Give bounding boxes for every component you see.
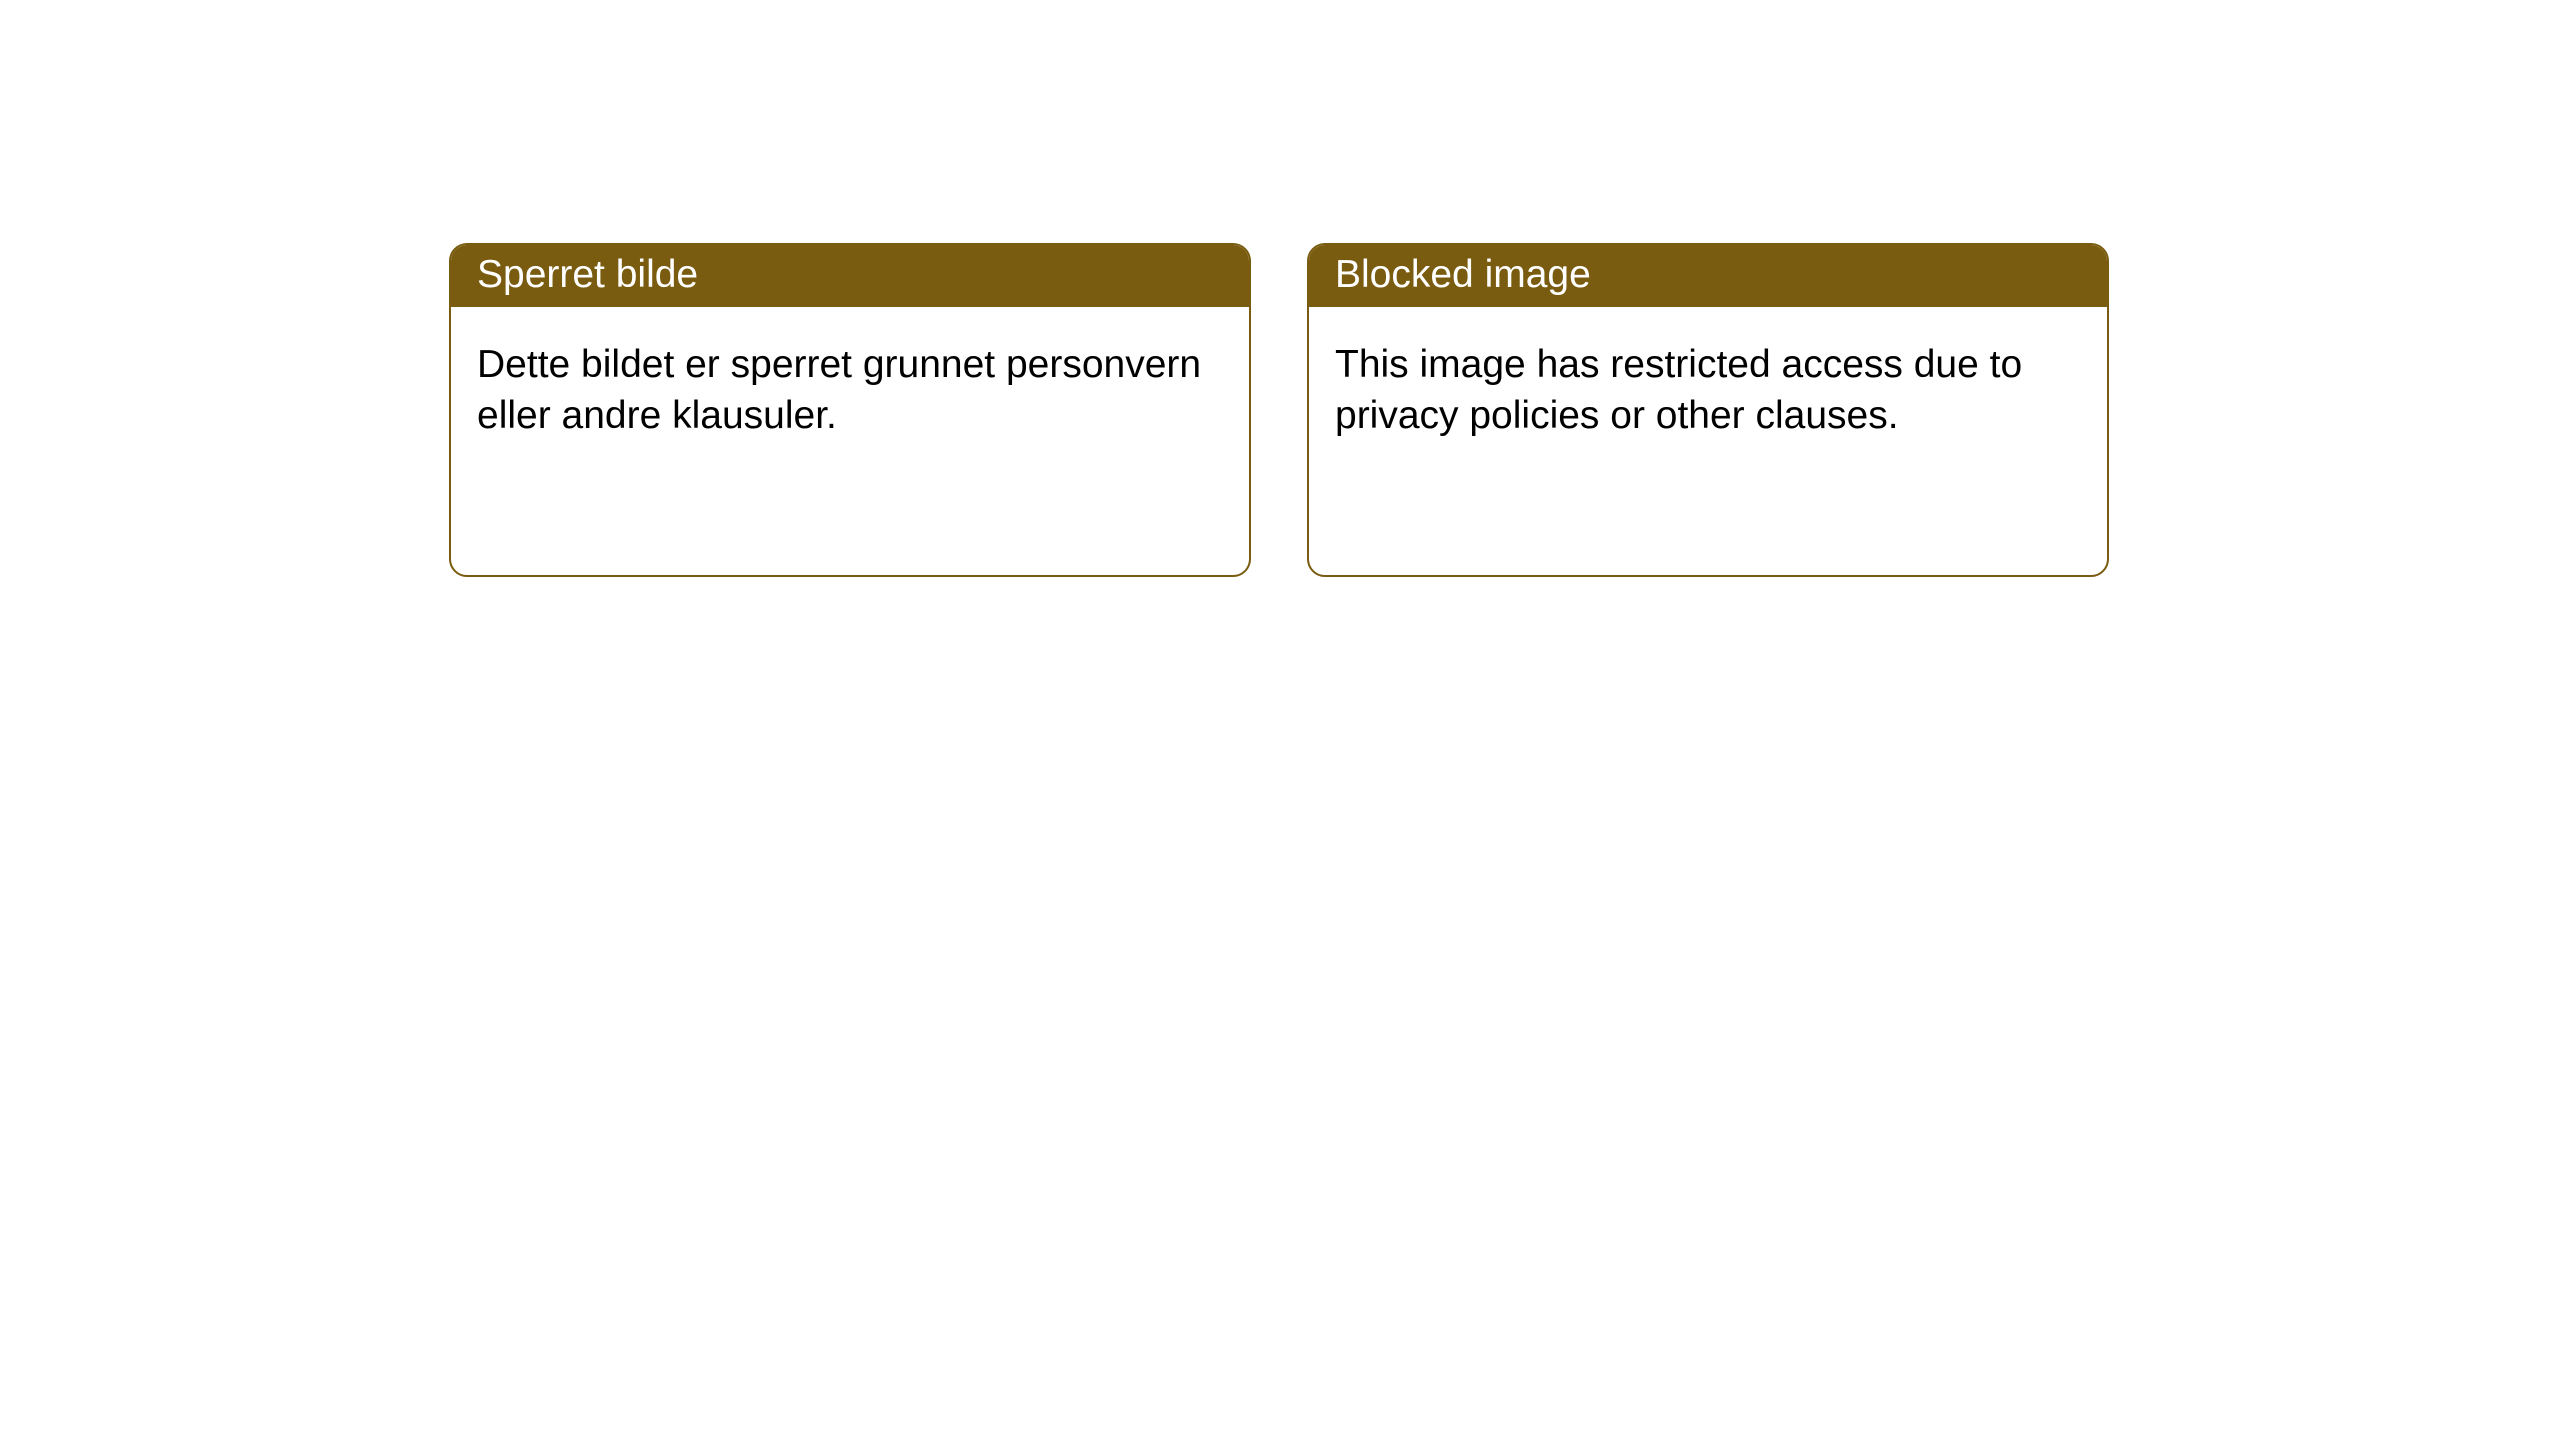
card-body: This image has restricted access due to …	[1309, 307, 2107, 468]
card-title: Sperret bilde	[451, 245, 1249, 307]
notice-container: Sperret bilde Dette bildet er sperret gr…	[0, 0, 2560, 577]
notice-card-english: Blocked image This image has restricted …	[1307, 243, 2109, 577]
notice-card-norwegian: Sperret bilde Dette bildet er sperret gr…	[449, 243, 1251, 577]
card-body: Dette bildet er sperret grunnet personve…	[451, 307, 1249, 468]
card-title: Blocked image	[1309, 245, 2107, 307]
